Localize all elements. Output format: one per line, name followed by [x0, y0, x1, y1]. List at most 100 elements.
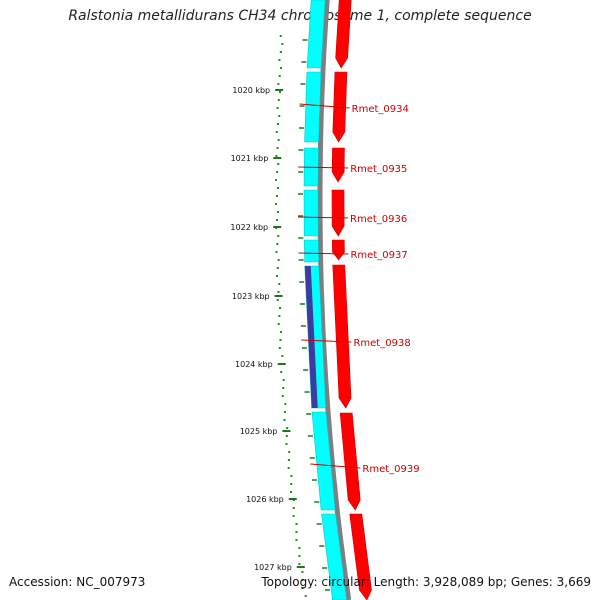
gc-dot — [285, 435, 288, 437]
gene-callout-line — [298, 166, 349, 169]
gene-label: Rmet_0935 — [350, 164, 407, 175]
gene-callout-line — [301, 339, 352, 343]
gc-dot — [292, 507, 295, 509]
gc-dot — [276, 299, 279, 301]
gene-label: Rmet_0936 — [350, 214, 407, 225]
gc-dot — [277, 99, 280, 101]
gc-dot — [279, 51, 282, 53]
gc-dot — [278, 59, 281, 61]
gc-dot — [287, 459, 290, 461]
gc-dot — [298, 555, 301, 557]
gc-dot — [280, 67, 283, 69]
reverse-cds-track — [303, 0, 348, 600]
gc-dot — [287, 467, 290, 469]
gc-dot — [278, 115, 281, 117]
reverse-cds-block — [304, 71, 322, 143]
gc-dot — [290, 475, 293, 477]
gc-dot — [278, 315, 281, 317]
gc-skew-track — [298, 39, 331, 591]
gc-dot — [284, 403, 287, 405]
gc-dot — [301, 587, 304, 589]
reverse-cds-block — [321, 513, 348, 600]
gc-dot — [277, 123, 280, 125]
gc-dot — [290, 491, 293, 493]
gene-label-group: Rmet_0934 Rmet_0935 Rmet_0936 Rmet_0937 Rmet… — [298, 103, 420, 475]
gc-dot — [290, 483, 293, 485]
gc-dot — [277, 211, 280, 213]
gc-dot — [275, 131, 278, 133]
scale-label: 1021 kbp — [231, 154, 269, 163]
scale-label: 1024 kbp — [235, 360, 273, 369]
scale-label: 1023 kbp — [232, 292, 270, 301]
reverse-cds-block — [303, 189, 319, 237]
map-title: Ralstonia metallidurans CH34 chromosome … — [68, 8, 532, 24]
gene-label: Rmet_0934 — [352, 104, 409, 115]
rna-feature — [304, 266, 318, 408]
gene-label: Rmet_0938 — [353, 338, 410, 349]
gene-label: Rmet_0939 — [362, 464, 419, 475]
gc-dot — [281, 395, 284, 397]
gc-dot — [276, 107, 279, 109]
gene-callout-line — [298, 252, 349, 255]
gc-dot — [276, 275, 279, 277]
gc-dot — [277, 235, 280, 237]
gc-dot — [276, 267, 279, 269]
gc-dot — [278, 283, 281, 285]
gc-dot — [304, 595, 307, 597]
gc-dot-track — [275, 35, 307, 597]
gc-dot — [295, 539, 298, 541]
reverse-cds-block — [306, 0, 326, 69]
forward-cds-arrow — [339, 412, 361, 511]
gc-dot — [281, 43, 284, 45]
gc-dot — [295, 523, 298, 525]
gene-callout-line — [310, 463, 361, 469]
accession-label: Accession: NC_007973 — [9, 575, 146, 589]
gc-dot — [280, 331, 283, 333]
gc-dot — [282, 379, 285, 381]
gc-dot — [277, 139, 280, 141]
gc-dot — [279, 307, 282, 309]
gc-dot — [277, 259, 280, 261]
gc-dot — [276, 219, 279, 221]
gc-dot — [276, 195, 279, 197]
gc-dot — [278, 347, 281, 349]
gc-dot — [276, 147, 279, 149]
scale-tick-track — [273, 89, 305, 568]
forward-cds-arrow — [331, 239, 345, 261]
gene-callout-line — [298, 216, 349, 219]
gc-dot — [279, 35, 282, 37]
scale-label-group: 1020 kbp 1021 kbp 1022 kbp 1023 kbp 1024 kbp… — [230, 86, 291, 572]
scale-label: 1025 kbp — [240, 427, 278, 436]
gc-dot — [275, 179, 278, 181]
scale-label: 1020 kbp — [232, 86, 270, 95]
gc-dot — [277, 187, 280, 189]
reverse-cds-block — [303, 239, 319, 263]
forward-cds-arrow — [331, 147, 345, 183]
gc-dot — [277, 83, 280, 85]
gc-dot — [275, 203, 278, 205]
forward-cds-track — [331, 0, 372, 600]
gc-dot — [298, 547, 301, 549]
gc-dot — [288, 451, 291, 453]
forward-cds-arrow — [332, 264, 352, 409]
gene-callout-line — [299, 103, 350, 109]
forward-cds-arrow — [335, 0, 352, 69]
scale-label: 1026 kbp — [246, 495, 284, 504]
gc-dot — [283, 419, 286, 421]
gc-dot — [275, 251, 278, 253]
gene-label: Rmet_0937 — [350, 250, 407, 261]
gc-dot — [301, 579, 304, 581]
gc-dot — [292, 515, 295, 517]
gc-dot — [277, 291, 280, 293]
gc-dot — [279, 339, 282, 341]
gc-dot — [276, 243, 279, 245]
topology-label: Topology: circular; Length: 3,928,089 bp… — [261, 575, 591, 589]
gc-dot — [301, 571, 304, 573]
gc-dot — [281, 355, 284, 357]
gc-dot — [282, 387, 285, 389]
gc-dot — [283, 411, 286, 413]
backbone-ring — [317, 0, 352, 600]
gc-dot — [278, 75, 281, 77]
gc-dot — [279, 91, 282, 93]
